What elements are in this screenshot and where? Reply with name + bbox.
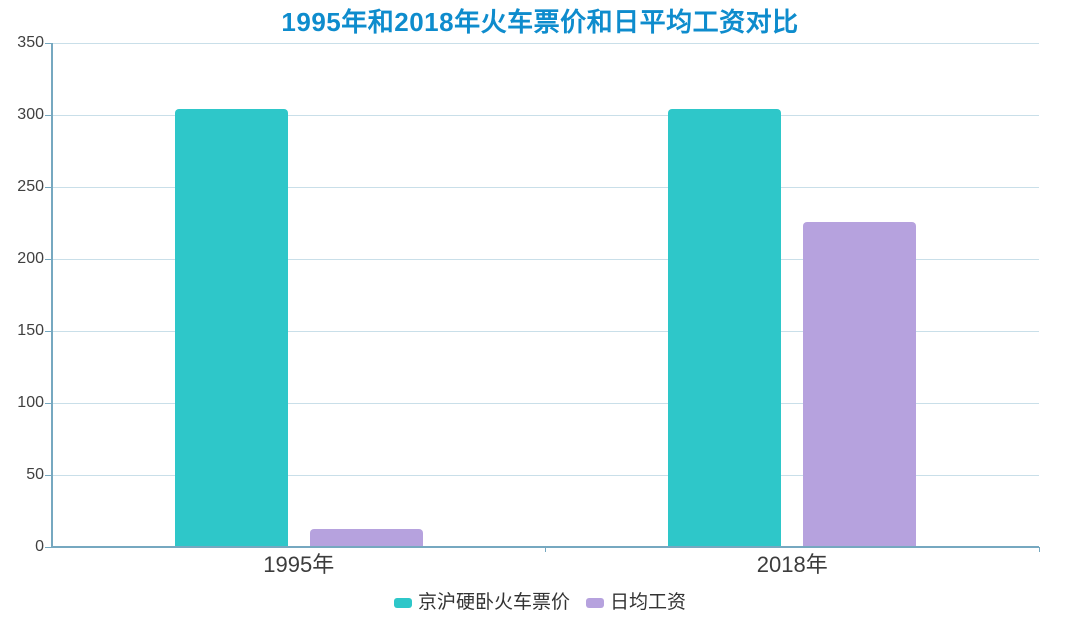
y-axis — [51, 43, 53, 548]
y-axis-label: 100 — [17, 394, 44, 411]
x-axis — [52, 546, 1039, 548]
y-axis-label: 50 — [26, 466, 44, 483]
y-axis-tick — [45, 546, 52, 548]
series-2-bar-1[interactable] — [309, 528, 423, 547]
y-axis-tick — [45, 330, 52, 332]
legend-swatch-icon — [393, 598, 412, 608]
legend-swatch-icon — [586, 598, 604, 608]
x-axis-tick — [1038, 547, 1040, 552]
x-axis-tick — [545, 547, 546, 552]
series-1-bar-2[interactable] — [668, 108, 782, 547]
series-2-bar-2[interactable] — [803, 221, 917, 547]
legend-item-2[interactable]: 日均工资 — [586, 592, 686, 614]
y-axis-tick — [45, 114, 52, 116]
gridline — [52, 258, 1039, 260]
gridline — [52, 186, 1039, 188]
y-axis-label: 350 — [17, 34, 44, 51]
y-axis-label: 250 — [17, 178, 44, 195]
y-axis-label: 150 — [17, 322, 44, 339]
chart-legend: 京沪硬卧火车票价 日均工资 — [0, 592, 1080, 614]
y-axis-tick — [45, 474, 52, 476]
y-axis-tick — [45, 42, 52, 44]
x-axis-label: 1995年 — [263, 552, 335, 577]
gridline — [52, 402, 1039, 404]
legend-item-1[interactable]: 京沪硬卧火车票价 — [393, 592, 570, 614]
y-axis-label: 300 — [17, 106, 44, 123]
gridline — [52, 474, 1039, 476]
gridline — [52, 42, 1039, 44]
y-axis-tick — [45, 258, 52, 260]
legend-label: 日均工资 — [610, 592, 687, 613]
y-axis-label: 0 — [35, 538, 44, 555]
legend-label: 京沪硬卧火车票价 — [417, 592, 570, 613]
x-axis-label: 2018年 — [756, 552, 828, 577]
series-1-bar-1[interactable] — [174, 108, 288, 547]
y-axis-tick — [45, 402, 52, 404]
gridline — [52, 114, 1039, 116]
y-axis-tick — [45, 186, 52, 188]
gridline — [52, 330, 1039, 332]
chart-title: 1995年和2018年火车票价和日平均工资对比 — [281, 7, 799, 37]
y-axis-label: 200 — [17, 250, 44, 267]
